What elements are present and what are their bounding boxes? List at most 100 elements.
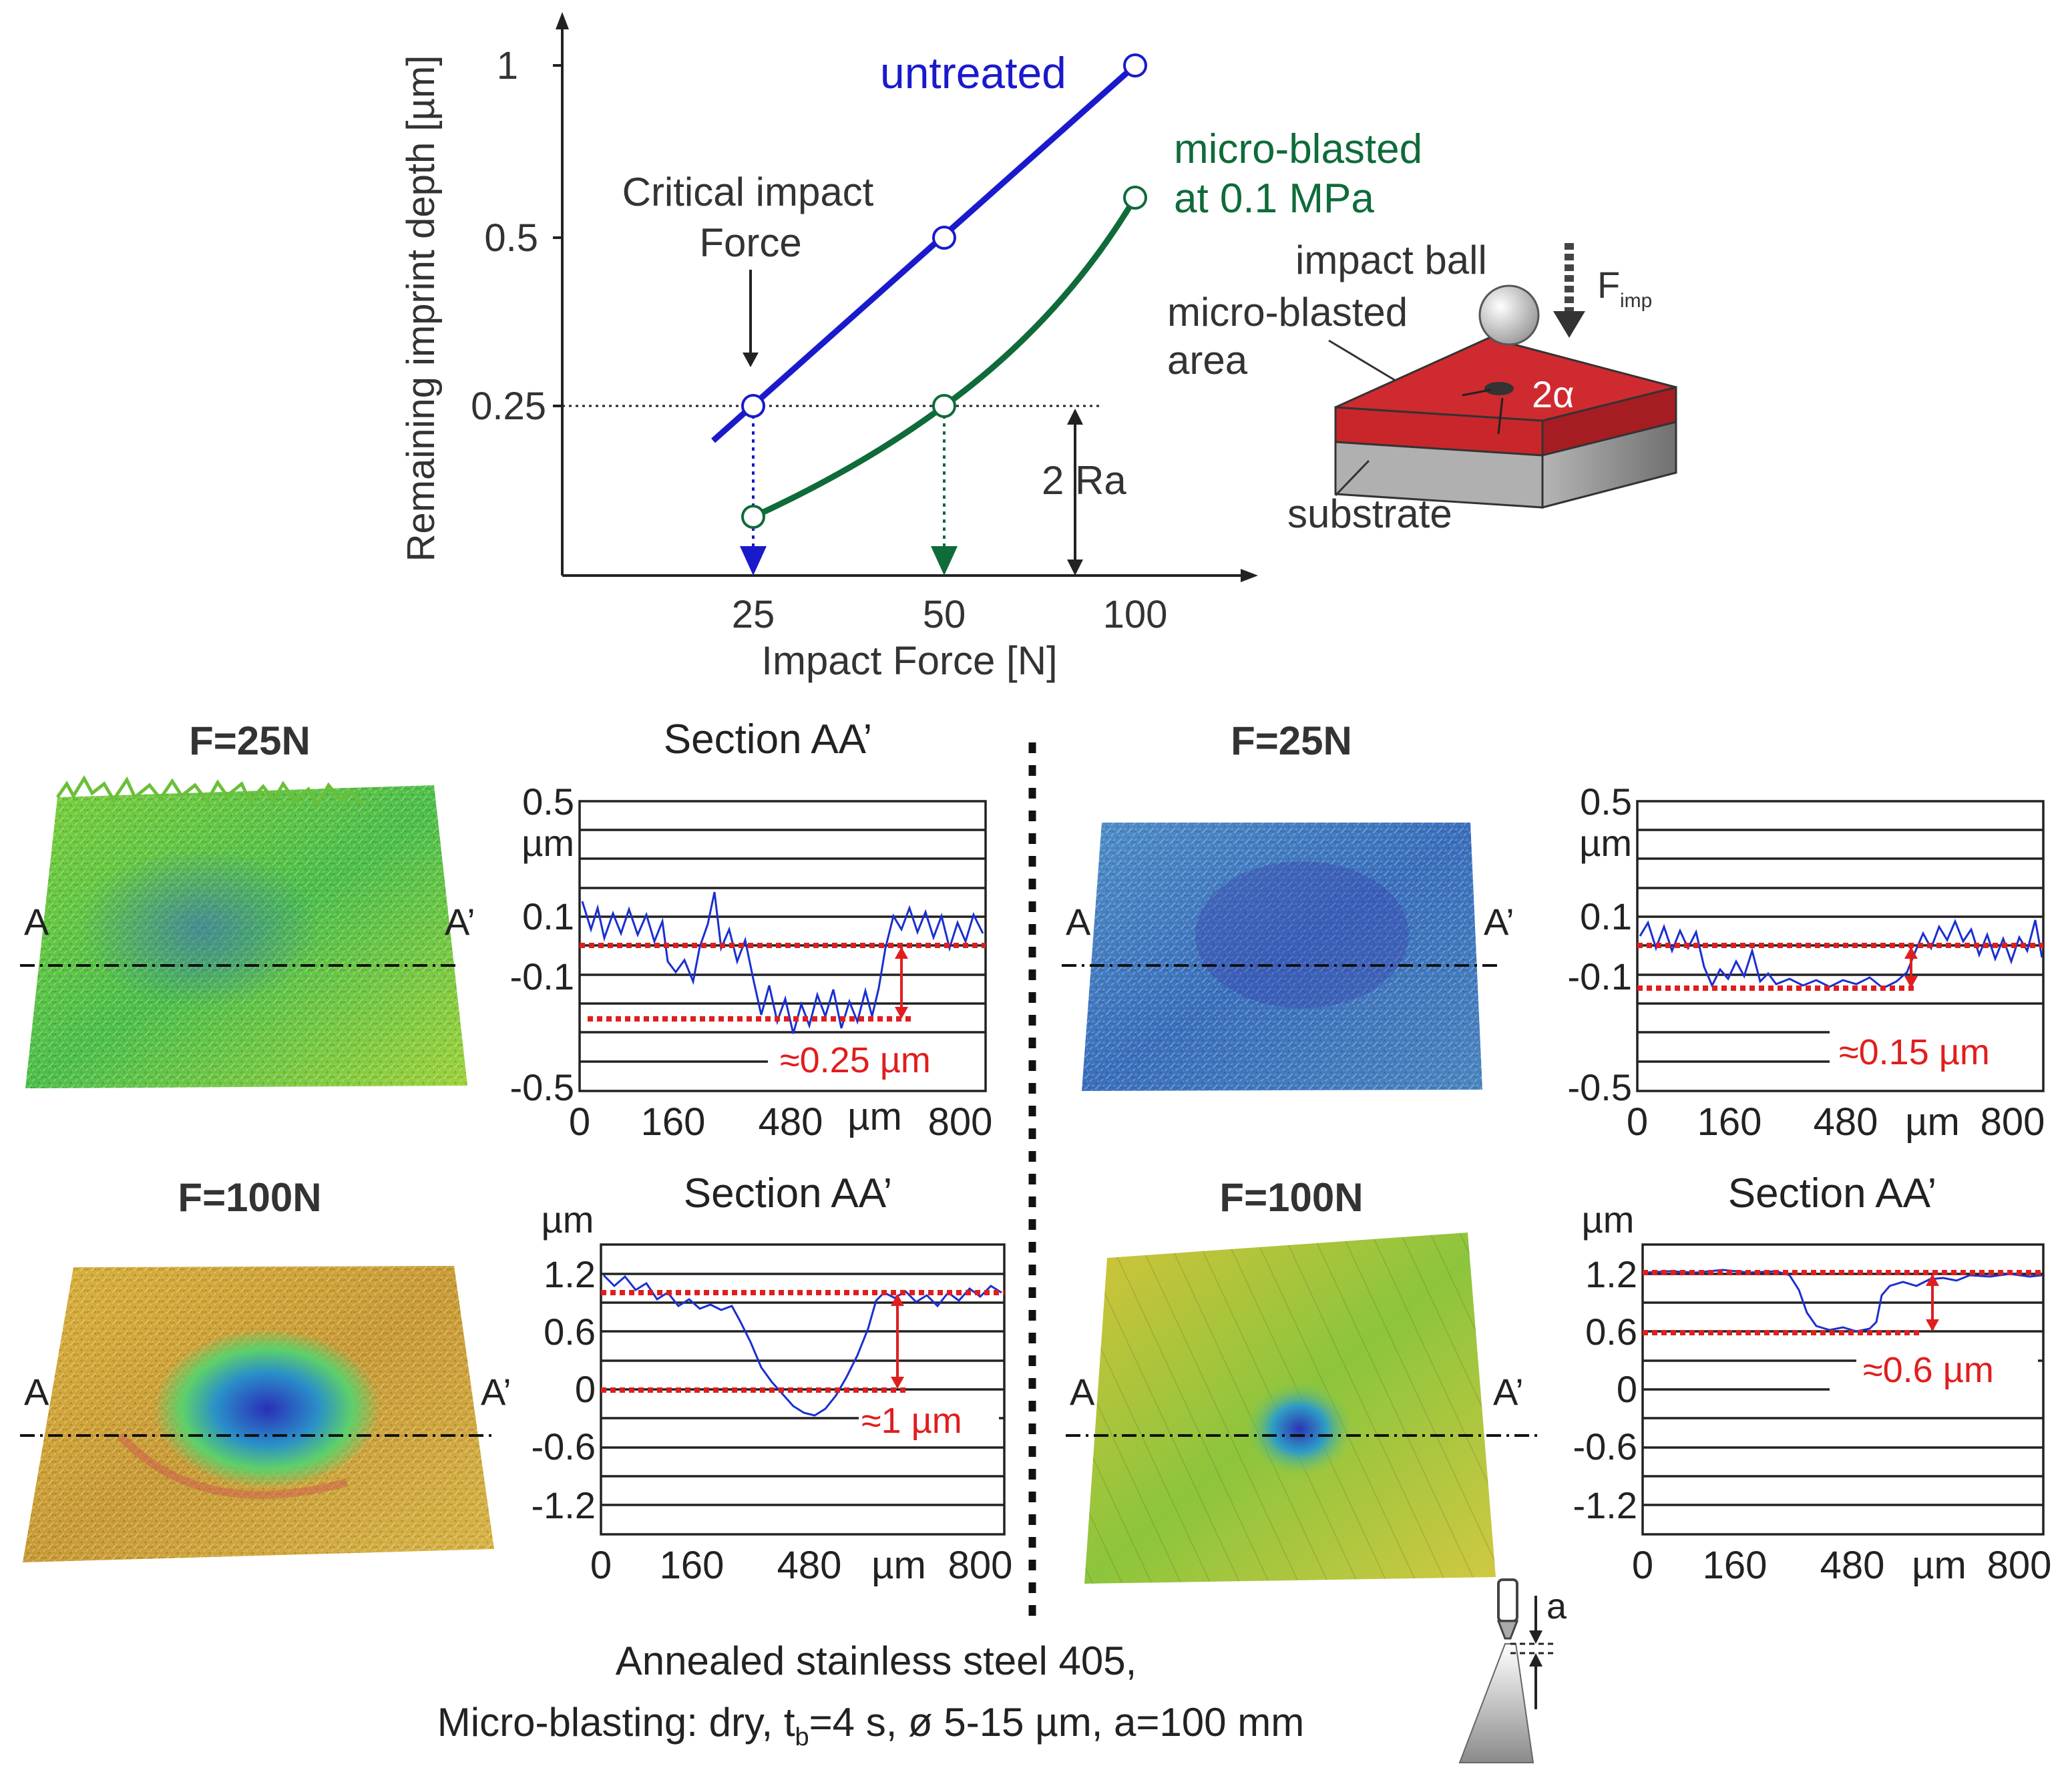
surface-blasted-25-texture <box>1082 823 1482 1091</box>
critical-label-1: Critical impact <box>622 170 874 214</box>
surface-untreated-100-rim <box>117 1432 349 1499</box>
annotation-2: ≈0.15 µm <box>1839 1032 1990 1072</box>
ytick-4-06: 0.6 <box>1585 1311 1637 1353</box>
ytick-3-06: 0.6 <box>544 1311 596 1353</box>
section-chart-2: ≈0.15 µm 0.5 µm 0.1 -0.1 -0.5 0 160 480 … <box>1568 781 2045 1144</box>
caption-line-2-a: Micro-blasting: dry, t <box>437 1700 795 1745</box>
impact-test-inset: F imp impact ball micro-blasted area 2α … <box>1167 238 1677 536</box>
main-chart: 1 0.5 0.25 25 50 100 Impact Force [N] Re… <box>399 12 1422 683</box>
marker-a-4: A <box>1070 1371 1095 1413</box>
drop-arrow-50 <box>931 546 958 576</box>
marker-a-prime-1: A’ <box>445 901 475 943</box>
point-untreated-50 <box>932 226 956 250</box>
drop-arrow-25 <box>740 546 767 576</box>
ytick-3-m12: -1.2 <box>532 1484 596 1526</box>
ytick-1-m01: -0.1 <box>510 955 575 998</box>
marker-a-3: A <box>24 1371 49 1413</box>
xtick-4-480: 480 <box>1820 1544 1885 1587</box>
ytick-4-m12: -1.2 <box>1573 1484 1638 1526</box>
surface-blasted-25-dip <box>1195 861 1409 1008</box>
xtick-2-160: 160 <box>1697 1100 1762 1144</box>
xtick-1-480: 480 <box>759 1100 823 1144</box>
x-tick-label-25: 25 <box>732 593 775 636</box>
diff-arrow-3-bottom <box>891 1377 904 1389</box>
point-blasted-25 <box>741 505 765 529</box>
section-title-1: Section AA’ <box>664 716 872 762</box>
panel-title-f100-left: F=100N <box>178 1175 321 1220</box>
annotation-1: ≈0.25 µm <box>780 1040 931 1080</box>
surface-blasted-100 <box>1084 1233 1496 1584</box>
xtick-3-160: 160 <box>660 1544 724 1587</box>
point-untreated-25 <box>741 394 765 418</box>
xtick-4-0: 0 <box>1632 1544 1653 1587</box>
marker-a-1: A <box>24 901 49 943</box>
xtick-1-um: µm <box>847 1095 902 1138</box>
x-tick-label-100: 100 <box>1103 593 1168 636</box>
annotation-bg-1 <box>780 1043 980 1083</box>
point-untreated-100 <box>1123 53 1147 77</box>
xtick-1-0: 0 <box>569 1100 590 1144</box>
panel-title-f25-right: F=25N <box>1231 718 1352 763</box>
surface-untreated-100-crater <box>154 1329 381 1489</box>
xtick-4-160: 160 <box>1703 1544 1768 1587</box>
ytick-2-um: µm <box>1579 822 1632 864</box>
y-tick-label-05: 0.5 <box>484 216 538 260</box>
legend-micro-blasted-1: micro-blasted <box>1174 126 1422 172</box>
surface-untreated-25-spikes <box>55 775 363 807</box>
ra-arrow-head-top <box>1067 409 1083 425</box>
force-arrow-head <box>1553 311 1585 338</box>
main-x-arrowhead <box>1241 569 1258 582</box>
series-untreated-line <box>711 63 1137 443</box>
micro-blasted-area-label-2: area <box>1167 338 1248 383</box>
xtick-2-480: 480 <box>1814 1100 1878 1144</box>
main-y-label: Remaining imprint depth [µm] <box>399 55 443 562</box>
ytick-1-05: 0.5 <box>522 781 574 823</box>
xtick-1-800: 800 <box>928 1100 993 1144</box>
section-chart-3: ≈1 µm µm 1.2 0.6 0 -0.6 -1.2 0 160 480 µ… <box>532 1198 1013 1587</box>
force-subscript: imp <box>1620 290 1652 312</box>
nozzle-dim-head-down <box>1529 1630 1542 1644</box>
marker-a-prime-4: A’ <box>1493 1371 1524 1413</box>
xtick-3-800: 800 <box>948 1544 1013 1587</box>
xtick-2-um: µm <box>1905 1100 1960 1144</box>
nozzle-body <box>1497 1578 1518 1622</box>
substrate-pointer <box>1334 459 1370 497</box>
nozzle-tip <box>1496 1620 1519 1640</box>
profile-2 <box>1639 919 2043 989</box>
ytick-3-0: 0 <box>575 1368 596 1410</box>
y-tick-label-025: 0.25 <box>471 385 546 428</box>
xtick-2-0: 0 <box>1627 1100 1648 1144</box>
surface-untreated-100 <box>23 1266 494 1562</box>
annotation-bg-2 <box>1836 1035 2037 1075</box>
main-y-arrowhead <box>556 12 569 29</box>
annotation-4: ≈0.6 µm <box>1863 1350 1994 1390</box>
surface-untreated-25-dip <box>80 848 321 1008</box>
panel-title-f100-right: F=100N <box>1219 1175 1363 1220</box>
substrate-label: substrate <box>1287 491 1452 536</box>
diff-arrow-3-top <box>891 1294 904 1306</box>
profile-4 <box>1645 1269 2043 1333</box>
diff-arrow-4-top <box>1926 1274 1939 1286</box>
legend-micro-blasted-2: at 0.1 MPa <box>1174 176 1374 222</box>
xtick-4-um: µm <box>1912 1544 1966 1587</box>
ytick-1-m05: -0.5 <box>510 1066 575 1108</box>
ytick-2-m01: -0.1 <box>1568 955 1633 998</box>
angle-pointer-1 <box>1462 389 1491 397</box>
ytick-3-12: 1.2 <box>544 1253 596 1295</box>
xtick-3-0: 0 <box>590 1544 612 1587</box>
caption-line-2: Micro-blasting: dry, tb=4 s, ø 5-15 µm, … <box>437 1700 1304 1751</box>
section-markers: A A’ A A’ A A’ A A’ <box>20 901 1542 1437</box>
xtick-4-800: 800 <box>1987 1544 2052 1587</box>
marker-a-2: A <box>1066 901 1091 943</box>
surface-blasted-100-crater <box>1246 1382 1353 1476</box>
y-tick-label-1: 1 <box>497 44 518 87</box>
section-chart-1: ≈0.25 µm 0.5 µm 0.1 -0.1 -0.5 0 160 480 … <box>510 781 993 1144</box>
diff-arrow-1-top <box>895 947 908 959</box>
panel-title-f25-left: F=25N <box>189 718 310 763</box>
point-blasted-100 <box>1123 186 1147 210</box>
profile-1 <box>581 891 984 1034</box>
diff-arrow-2-top <box>1904 947 1918 959</box>
ytick-1-um: µm <box>522 822 574 864</box>
diff-arrow-4-bottom <box>1926 1319 1939 1331</box>
